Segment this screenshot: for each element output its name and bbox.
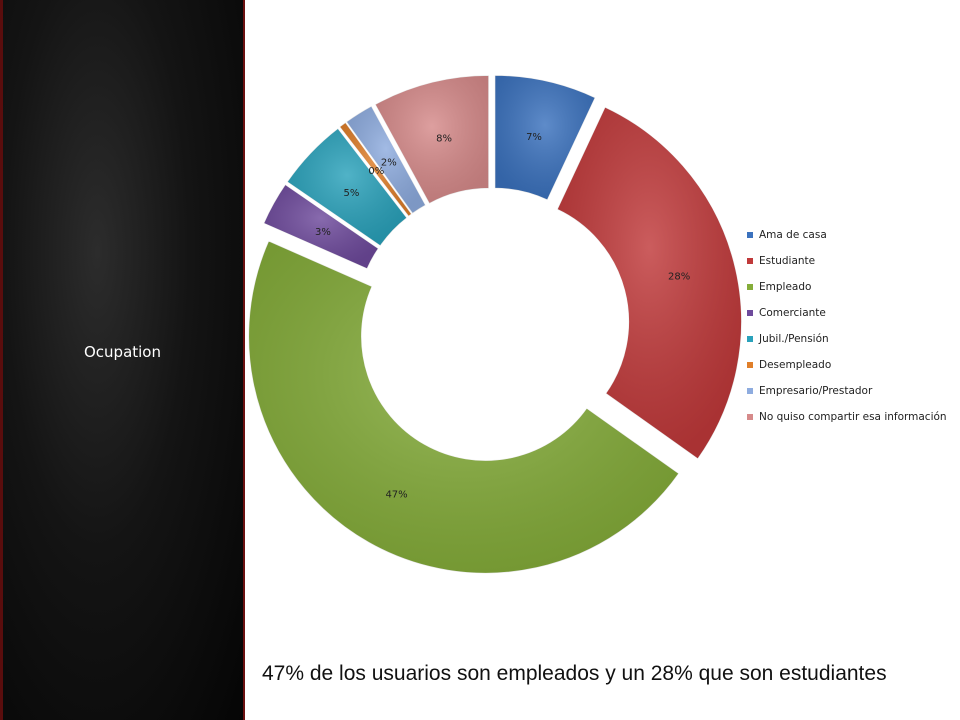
sidebar-panel: Ocupation bbox=[0, 0, 245, 720]
doughnut-slice-shading-4 bbox=[263, 184, 379, 269]
doughnut-slice-shading-1 bbox=[494, 75, 596, 200]
data-label-7: 2% bbox=[381, 157, 397, 168]
doughnut-slice-shading-6 bbox=[339, 122, 412, 217]
legend-swatch bbox=[747, 310, 753, 316]
sidebar-title: Ocupation bbox=[83, 343, 161, 361]
legend-item-2: Estudiante bbox=[747, 248, 960, 274]
data-label-2: 28% bbox=[668, 272, 690, 283]
legend-item-1: Ama de casa bbox=[747, 222, 960, 248]
slide-caption: 47% de los usuarios son empleados y un 2… bbox=[262, 662, 887, 685]
legend-label: Desempleado bbox=[759, 359, 832, 371]
legend-item-3: Empleado bbox=[747, 274, 960, 300]
legend-item-8: No quiso compartir esa información bbox=[747, 404, 960, 430]
legend-item-7: Empresario/Prestador bbox=[747, 378, 960, 404]
legend-item-6: Desempleado bbox=[747, 352, 960, 378]
chart-legend: Ama de casa Estudiante Empleado Comerciante… bbox=[747, 222, 960, 430]
legend-swatch bbox=[747, 284, 753, 290]
legend-swatch bbox=[747, 336, 753, 342]
doughnut-slice-shading-2 bbox=[557, 107, 742, 459]
legend-swatch bbox=[747, 388, 753, 394]
legend-label: Empleado bbox=[759, 281, 812, 293]
legend-swatch bbox=[747, 258, 753, 264]
legend-label: Jubil./Pensión bbox=[759, 333, 829, 345]
doughnut-chart: 7% 28% 47% 3% 5% 0%2% 8% bbox=[248, 74, 743, 574]
legend-label: Ama de casa bbox=[759, 229, 827, 241]
legend-label: Estudiante bbox=[759, 255, 816, 267]
legend-label: No quiso compartir esa información bbox=[759, 411, 947, 423]
data-label-6: 0% bbox=[368, 166, 384, 177]
doughnut-slice-shading-3 bbox=[248, 240, 679, 574]
data-label-1: 7% bbox=[526, 132, 542, 143]
data-label-4: 3% bbox=[315, 227, 331, 238]
data-label-3: 47% bbox=[385, 489, 407, 500]
legend-item-5: Jubil./Pensión bbox=[747, 326, 960, 352]
legend-item-4: Comerciante bbox=[747, 300, 960, 326]
legend-label: Comerciante bbox=[759, 307, 826, 319]
legend-swatch bbox=[747, 414, 753, 420]
doughnut-slice-shading-8 bbox=[375, 75, 489, 204]
legend-label: Empresario/Prestador bbox=[759, 385, 873, 397]
doughnut-slice-shading-5 bbox=[287, 128, 407, 246]
doughnut-slice-shading-7 bbox=[346, 106, 426, 214]
legend-swatch bbox=[747, 362, 753, 368]
legend-swatch bbox=[747, 232, 753, 238]
data-label-5: 5% bbox=[344, 188, 360, 199]
data-label-8: 8% bbox=[436, 134, 452, 145]
